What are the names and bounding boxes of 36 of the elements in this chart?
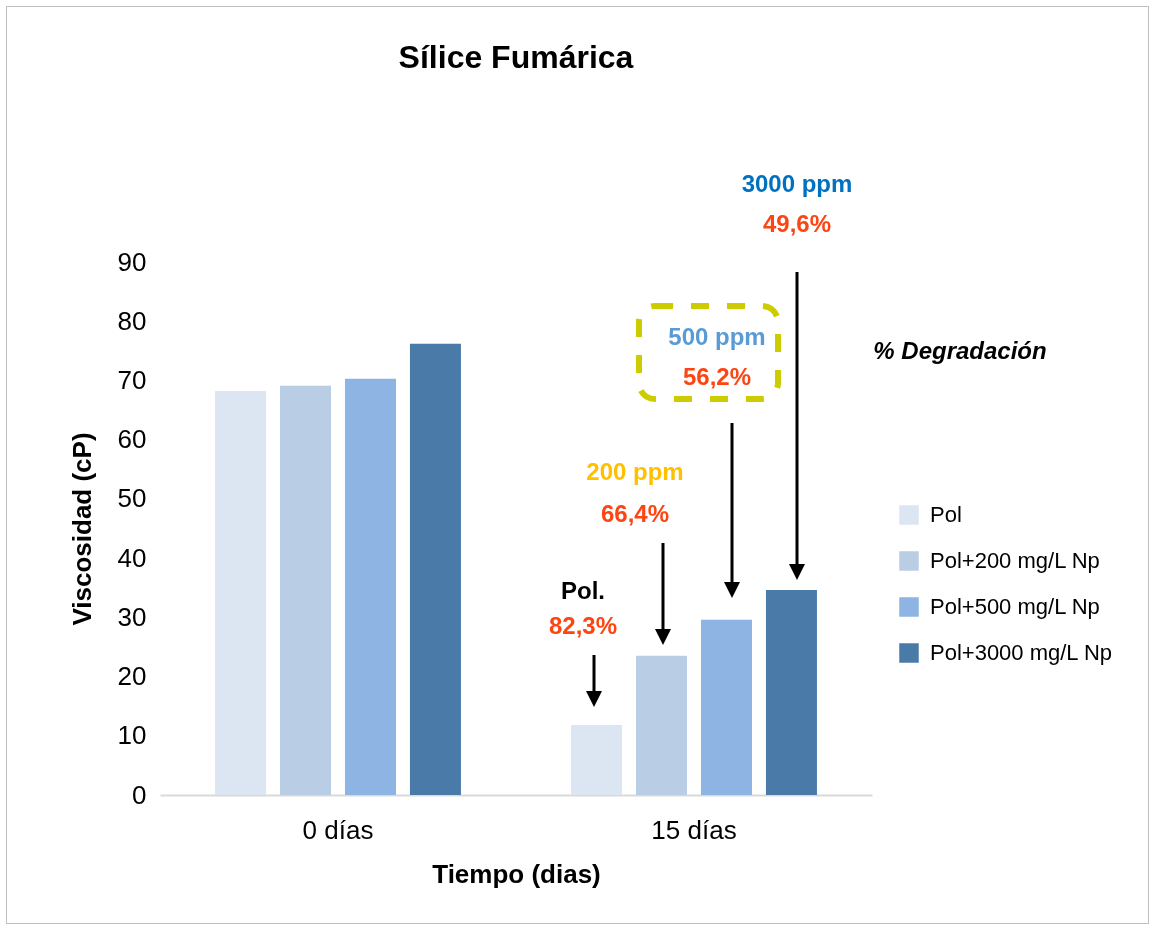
legend-label: Pol bbox=[930, 502, 962, 527]
annotation: 200 ppm bbox=[586, 458, 684, 485]
text: 3000 ppm bbox=[741, 170, 853, 197]
bar bbox=[409, 343, 461, 795]
annotation: Pol. bbox=[560, 577, 606, 604]
annotation: 82,3% bbox=[548, 612, 618, 639]
chart-title: Sílice Fumárica bbox=[398, 39, 634, 75]
y-tick-label: 0 bbox=[132, 779, 147, 810]
bar bbox=[215, 391, 267, 795]
text: % Degradación bbox=[873, 337, 1047, 364]
y-tick-label: 90 bbox=[117, 246, 147, 277]
annotation: 500 ppm bbox=[668, 323, 766, 350]
bar bbox=[765, 590, 817, 795]
y-tick-label: 30 bbox=[117, 601, 147, 632]
x-tick-label: 15 días bbox=[651, 814, 737, 845]
y-tick-label: 40 bbox=[117, 542, 147, 573]
bar bbox=[344, 378, 396, 795]
bar bbox=[571, 725, 623, 795]
x-tick-label: 0 días bbox=[302, 814, 374, 845]
y-tick-label: 20 bbox=[117, 661, 147, 692]
bar bbox=[700, 619, 752, 795]
bar bbox=[636, 655, 688, 795]
legend-label: Pol+500 mg/L Np bbox=[930, 594, 1100, 619]
y-tick-label: 70 bbox=[117, 364, 147, 395]
annotation: 56,2% bbox=[682, 363, 752, 390]
legend-label: Pol+3000 mg/L Np bbox=[930, 640, 1113, 665]
y-tick-label: 80 bbox=[117, 305, 147, 336]
y-tick-label: 50 bbox=[117, 483, 147, 514]
bar bbox=[280, 385, 332, 795]
text: 49,6% bbox=[762, 210, 832, 237]
annotation: 66,4% bbox=[600, 500, 670, 527]
y-axis-title: Viscosidad (cP) bbox=[66, 432, 97, 626]
y-tick-label: 60 bbox=[117, 424, 147, 455]
x-axis-title: Tiempo (dias) bbox=[432, 858, 601, 889]
legend-label: Pol+200 mg/L Np bbox=[930, 548, 1100, 573]
y-tick-label: 10 bbox=[117, 720, 147, 751]
